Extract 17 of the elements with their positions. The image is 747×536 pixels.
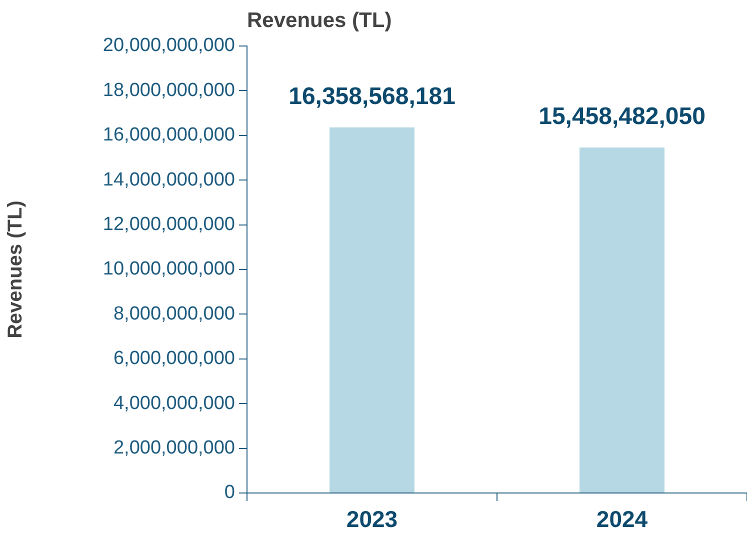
data-label: 15,458,482,050: [538, 103, 706, 130]
y-tick-label: 20,000,000,000: [102, 35, 235, 56]
y-tick-label: 6,000,000,000: [113, 348, 235, 370]
y-tick-label: 10,000,000,000: [102, 258, 235, 280]
y-tick-label: 16,000,000,000: [102, 124, 235, 146]
y-tick-label: 12,000,000,000: [102, 214, 235, 236]
y-axis-title: Revenues (TL): [4, 200, 27, 338]
x-tick-label: 2023: [346, 506, 398, 532]
y-tick-label: 18,000,000,000: [102, 80, 235, 101]
x-tick-label: 2024: [596, 506, 648, 532]
data-label: 16,358,568,181: [288, 83, 456, 110]
chart-title: Revenues (TL): [247, 8, 392, 32]
y-tick-label: 4,000,000,000: [113, 392, 235, 414]
y-tick-label: 8,000,000,000: [113, 303, 235, 324]
y-tick-label: 2,000,000,000: [113, 438, 235, 459]
y-tick-label: 14,000,000,000: [102, 169, 235, 190]
y-tick-label: 0: [224, 482, 235, 504]
